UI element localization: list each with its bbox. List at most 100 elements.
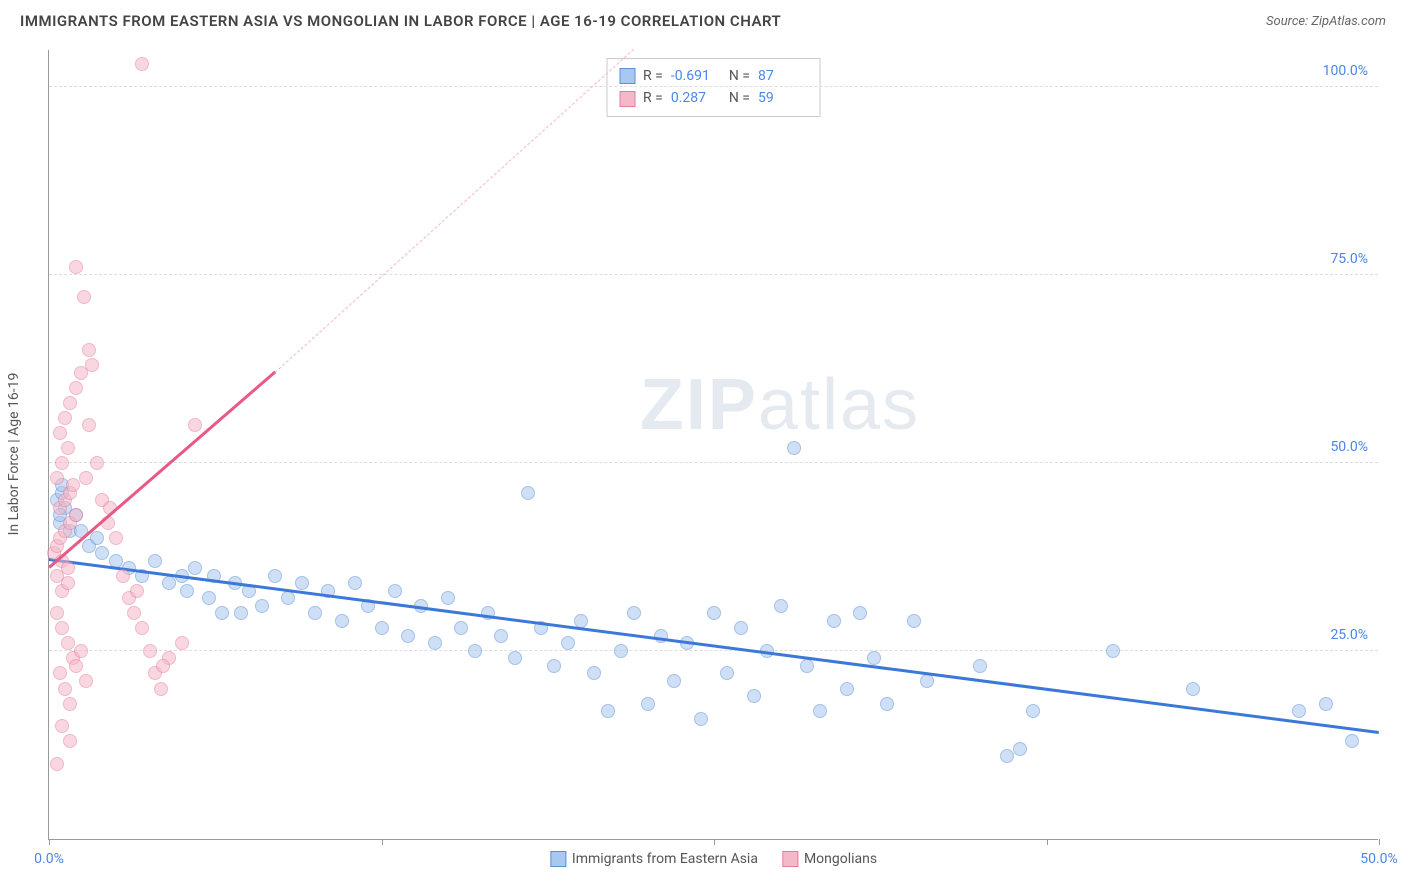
data-point (800, 659, 814, 673)
data-point (401, 629, 415, 643)
data-point (148, 554, 162, 568)
data-point (454, 621, 468, 635)
y-tick-label: 25.0% (1330, 627, 1368, 643)
legend-item: Mongolians (782, 851, 877, 867)
trend-extrapolation (275, 48, 635, 372)
x-tick-label: 50.0% (1360, 851, 1398, 867)
data-point (90, 531, 104, 545)
series-legend: Immigrants from Eastern Asia Mongolians (550, 851, 877, 867)
data-point (335, 614, 349, 628)
data-point (202, 591, 216, 605)
data-point (667, 674, 681, 688)
gridline (49, 86, 1378, 87)
data-point (281, 591, 295, 605)
data-point (69, 659, 83, 673)
n-label: N = (729, 87, 750, 109)
watermark: ZIPatlas (640, 364, 920, 446)
data-point (79, 674, 93, 688)
data-point (880, 697, 894, 711)
data-point (55, 719, 69, 733)
data-point (441, 591, 455, 605)
legend-item: Immigrants from Eastern Asia (550, 851, 758, 867)
data-point (1186, 682, 1200, 696)
data-point (388, 584, 402, 598)
data-point (813, 704, 827, 718)
legend-row: R = -0.691 N = 87 (619, 65, 808, 87)
data-point (827, 614, 841, 628)
data-point (787, 441, 801, 455)
x-tick (49, 839, 50, 845)
data-point (130, 584, 144, 598)
source-attribution: Source: ZipAtlas.com (1266, 14, 1386, 29)
n-value-0: 87 (758, 65, 808, 87)
x-tick (714, 839, 715, 845)
data-point (973, 659, 987, 673)
data-point (50, 757, 64, 771)
data-point (79, 471, 93, 485)
watermark-light: atlas (758, 365, 920, 445)
data-point (1013, 742, 1027, 756)
data-point (840, 682, 854, 696)
r-label: R = (643, 87, 663, 109)
data-point (82, 343, 96, 357)
data-point (55, 621, 69, 635)
swatch-series-1 (782, 851, 798, 867)
data-point (234, 606, 248, 620)
data-point (162, 576, 176, 590)
data-point (109, 531, 123, 545)
data-point (547, 659, 561, 673)
data-point (694, 712, 708, 726)
data-point (53, 666, 67, 680)
data-point (175, 636, 189, 650)
legend-label-0: Immigrants from Eastern Asia (572, 851, 758, 867)
n-value-1: 59 (758, 87, 808, 109)
data-point (1345, 734, 1359, 748)
data-point (127, 606, 141, 620)
swatch-series-0 (619, 68, 635, 84)
data-point (116, 569, 130, 583)
scatter-plot: ZIPatlas R = -0.691 N = 87 R = 0.287 N =… (48, 50, 1378, 840)
data-point (63, 734, 77, 748)
data-point (58, 682, 72, 696)
swatch-series-0 (550, 851, 566, 867)
data-point (63, 396, 77, 410)
x-tick (1047, 839, 1048, 845)
data-point (1106, 644, 1120, 658)
swatch-series-1 (619, 91, 635, 107)
data-point (614, 644, 628, 658)
data-point (69, 260, 83, 274)
data-point (720, 666, 734, 680)
data-point (468, 644, 482, 658)
data-point (69, 508, 83, 522)
data-point (55, 456, 69, 470)
data-point (747, 689, 761, 703)
data-point (215, 606, 229, 620)
gridline (49, 462, 1378, 463)
data-point (188, 561, 202, 575)
data-point (907, 614, 921, 628)
data-point (494, 629, 508, 643)
data-point (135, 621, 149, 635)
r-value-0: -0.691 (671, 65, 721, 87)
data-point (348, 576, 362, 590)
data-point (920, 674, 934, 688)
data-point (734, 621, 748, 635)
data-point (53, 426, 67, 440)
y-tick-label: 75.0% (1330, 251, 1368, 267)
data-point (255, 599, 269, 613)
data-point (154, 682, 168, 696)
data-point (867, 651, 881, 665)
data-point (143, 644, 157, 658)
y-axis-label: In Labor Force | Age 16-19 (6, 373, 22, 536)
r-value-1: 0.287 (671, 87, 721, 109)
y-tick-label: 100.0% (1323, 63, 1368, 79)
data-point (63, 697, 77, 711)
data-point (50, 606, 64, 620)
gridline (49, 274, 1378, 275)
data-point (1026, 704, 1040, 718)
data-point (58, 411, 72, 425)
data-point (587, 666, 601, 680)
data-point (627, 606, 641, 620)
data-point (295, 576, 309, 590)
correlation-legend: R = -0.691 N = 87 R = 0.287 N = 59 (606, 58, 821, 117)
